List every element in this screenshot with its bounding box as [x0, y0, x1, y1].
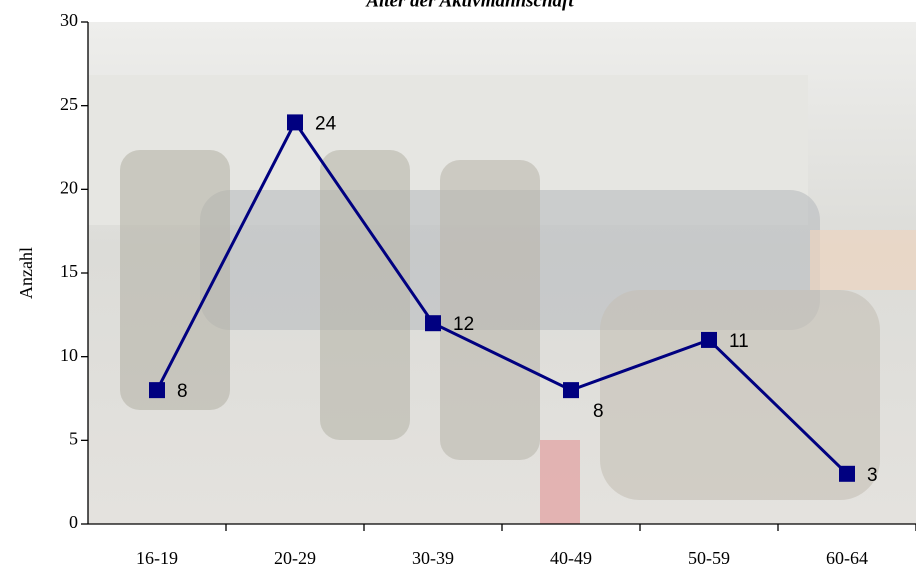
marker	[149, 382, 165, 399]
marker	[839, 465, 855, 482]
y-tick-label: 5	[69, 428, 78, 448]
y-tick-label: 15	[60, 261, 78, 281]
x-tick-label: 20-29	[274, 548, 316, 568]
marker	[425, 315, 441, 332]
y-tick-label: 30	[60, 10, 78, 30]
y-tick-label: 10	[60, 345, 78, 365]
x-tick-label: 30-39	[412, 548, 454, 568]
data-label: 12	[453, 314, 474, 335]
marker	[287, 114, 303, 131]
data-label: 8	[177, 381, 188, 402]
chart-title: Alter der Aktivmannschaft	[365, 0, 574, 11]
marker	[701, 331, 717, 348]
y-tick-label: 0	[69, 512, 78, 532]
data-label: 11	[729, 331, 749, 352]
data-label: 8	[593, 401, 604, 422]
y-tick-label: 20	[60, 177, 78, 197]
x-tick-label: 60-64	[826, 548, 868, 568]
x-tick-label: 16-19	[136, 548, 178, 568]
background-photo	[88, 22, 916, 524]
data-label: 24	[315, 113, 337, 134]
line	[155, 119, 849, 475]
y-axis-label: Anzahl	[16, 247, 36, 299]
marker	[563, 382, 579, 399]
x-tick-label: 50-59	[688, 548, 730, 568]
data-label: 3	[867, 465, 878, 486]
y-tick-label: 25	[60, 94, 78, 114]
x-tick-label: 40-49	[550, 548, 592, 568]
